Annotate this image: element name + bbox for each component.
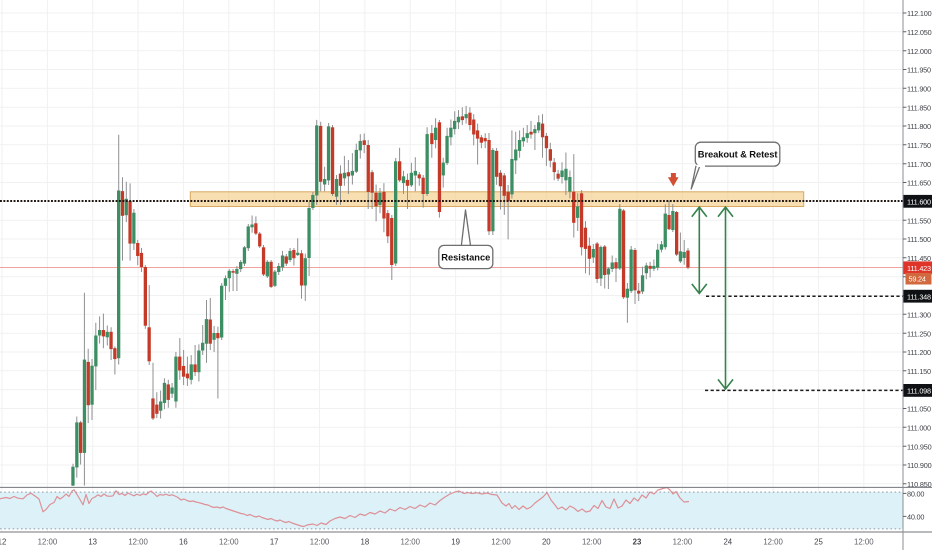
svg-text:111.050: 111.050 xyxy=(907,405,931,414)
svg-text:16: 16 xyxy=(179,538,188,547)
svg-text:111.600: 111.600 xyxy=(907,198,931,207)
svg-text:19: 19 xyxy=(451,538,460,547)
svg-text:111.200: 111.200 xyxy=(907,348,931,357)
svg-text:23: 23 xyxy=(633,538,642,547)
svg-text:12:00: 12:00 xyxy=(491,538,511,547)
svg-text:12:00: 12:00 xyxy=(128,538,148,547)
svg-text:111.550: 111.550 xyxy=(907,216,931,225)
svg-text:111.900: 111.900 xyxy=(907,84,931,93)
svg-text:111.700: 111.700 xyxy=(907,160,931,169)
svg-text:111.950: 111.950 xyxy=(907,66,931,75)
svg-text:12: 12 xyxy=(0,538,6,547)
svg-text:110.950: 110.950 xyxy=(907,442,932,451)
svg-text:80.00: 80.00 xyxy=(907,490,924,499)
svg-text:12:00: 12:00 xyxy=(673,538,693,547)
svg-text:12:00: 12:00 xyxy=(854,538,874,547)
svg-text:18: 18 xyxy=(361,538,370,547)
svg-text:40.00: 40.00 xyxy=(907,513,924,522)
svg-text:111.750: 111.750 xyxy=(907,141,931,150)
svg-text:111.098: 111.098 xyxy=(907,387,931,396)
svg-text:111.850: 111.850 xyxy=(907,103,931,112)
svg-text:Resistance: Resistance xyxy=(441,252,490,262)
svg-text:59.24: 59.24 xyxy=(909,275,926,284)
svg-text:111.250: 111.250 xyxy=(907,329,931,338)
svg-text:12:00: 12:00 xyxy=(310,538,330,547)
svg-text:17: 17 xyxy=(270,538,279,547)
svg-text:20: 20 xyxy=(542,538,551,547)
svg-text:25: 25 xyxy=(814,538,823,547)
svg-text:111.800: 111.800 xyxy=(907,122,931,131)
svg-text:24: 24 xyxy=(723,538,732,547)
svg-text:112.050: 112.050 xyxy=(907,28,932,37)
svg-text:Breakout & Retest: Breakout & Retest xyxy=(698,149,778,160)
svg-text:111.500: 111.500 xyxy=(907,235,931,244)
svg-text:112.100: 112.100 xyxy=(907,9,932,18)
svg-text:110.900: 110.900 xyxy=(907,461,932,470)
svg-text:111.000: 111.000 xyxy=(907,423,931,432)
svg-text:111.300: 111.300 xyxy=(907,310,931,319)
svg-text:111.650: 111.650 xyxy=(907,179,931,188)
svg-text:12:00: 12:00 xyxy=(763,538,783,547)
svg-text:110.850: 110.850 xyxy=(907,480,932,489)
svg-text:111.423: 111.423 xyxy=(907,264,931,273)
svg-text:111.348: 111.348 xyxy=(907,292,931,301)
svg-text:111.150: 111.150 xyxy=(907,367,931,376)
svg-text:112.000: 112.000 xyxy=(907,47,932,56)
svg-text:111.450: 111.450 xyxy=(907,254,931,263)
svg-text:12:00: 12:00 xyxy=(38,538,58,547)
svg-text:12:00: 12:00 xyxy=(400,538,420,547)
svg-text:12:00: 12:00 xyxy=(582,538,602,547)
svg-text:12:00: 12:00 xyxy=(219,538,239,547)
svg-text:13: 13 xyxy=(88,538,97,547)
